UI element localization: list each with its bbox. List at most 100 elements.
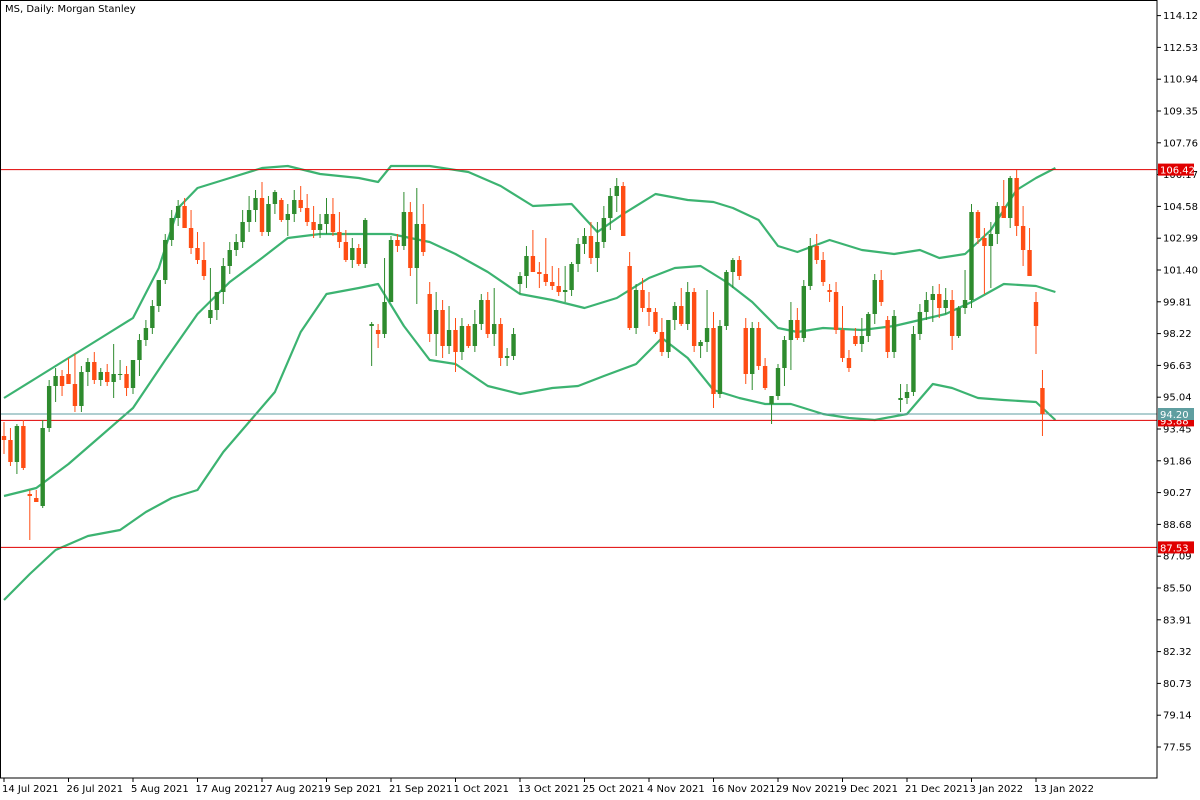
plot-frame xyxy=(0,0,1158,779)
candle-body xyxy=(614,186,619,196)
candle-body xyxy=(363,220,368,264)
candle-body xyxy=(891,316,897,352)
bollinger-lower-line xyxy=(3,282,1057,601)
y-tick-label: 99.81 xyxy=(1163,297,1192,308)
candle-body xyxy=(943,300,948,308)
y-tick-label: 96.63 xyxy=(1163,361,1192,372)
candle-body xyxy=(1027,250,1032,276)
candle-body xyxy=(846,358,852,368)
candle-body xyxy=(575,244,581,264)
candle-body xyxy=(285,214,290,220)
candle-body xyxy=(163,240,168,280)
level-tag-bg xyxy=(1158,163,1194,176)
candle-body xyxy=(343,242,349,260)
candle-body xyxy=(640,290,645,308)
candle-body xyxy=(27,494,32,496)
candle-body xyxy=(124,374,129,388)
candle-body xyxy=(498,324,503,358)
candle-body xyxy=(588,236,594,258)
candle-body xyxy=(975,212,981,238)
candle-body xyxy=(704,328,710,342)
candle-body xyxy=(608,196,613,218)
y-tick-label: 107.76 xyxy=(1163,138,1198,149)
candle-body xyxy=(279,200,284,220)
candle-body xyxy=(1001,206,1006,218)
candle-body xyxy=(272,192,278,204)
candle-body xyxy=(633,290,639,328)
candle-body xyxy=(517,276,523,284)
candle-body xyxy=(53,376,58,386)
candle-body xyxy=(8,440,13,462)
candle-body xyxy=(627,266,632,328)
candle-body xyxy=(453,330,458,352)
candle-body xyxy=(827,290,832,292)
x-tick-label: 4 Nov 2021 xyxy=(647,784,705,795)
candle-body xyxy=(911,334,916,392)
candle-body xyxy=(156,280,161,306)
candle-body xyxy=(401,212,407,246)
candle-body xyxy=(562,290,568,292)
candle-body xyxy=(646,308,652,312)
y-tick-label: 80.73 xyxy=(1163,679,1192,690)
candle-body xyxy=(724,272,729,326)
candle-body xyxy=(208,310,213,318)
y-tick-label: 82.32 xyxy=(1163,647,1192,658)
candle-body xyxy=(92,362,97,380)
candle-body xyxy=(111,374,116,382)
candle-body xyxy=(504,356,510,358)
candle-body xyxy=(324,214,329,224)
x-tick-label: 21 Sep 2021 xyxy=(389,784,452,795)
candle-body xyxy=(762,366,768,388)
candle-body xyxy=(40,428,45,506)
candle-body xyxy=(698,342,703,346)
candle-body xyxy=(859,336,865,344)
candle-body xyxy=(569,264,574,290)
candle-body xyxy=(433,310,439,334)
candle-body xyxy=(621,186,626,236)
candle-body xyxy=(105,372,110,382)
candle-body xyxy=(466,326,471,346)
candle-body xyxy=(72,384,78,406)
x-tick-label: 25 Oct 2021 xyxy=(583,784,645,795)
candle-body xyxy=(885,320,890,352)
candle-body xyxy=(814,246,819,260)
candle-body xyxy=(820,260,826,282)
candle-body xyxy=(750,328,755,374)
candle-body xyxy=(879,280,884,302)
candle-body xyxy=(543,274,548,282)
y-tick-label: 85.50 xyxy=(1163,584,1192,595)
candle-body xyxy=(311,222,316,230)
x-tick-label: 21 Dec 2021 xyxy=(905,784,969,795)
candle-body xyxy=(737,260,742,276)
candle-body xyxy=(872,280,877,314)
candle-body xyxy=(130,360,136,388)
x-tick-label: 27 Aug 2021 xyxy=(260,784,324,795)
x-tick-label: 13 Jan 2022 xyxy=(1034,784,1094,795)
x-tick-label: 5 Aug 2021 xyxy=(131,784,189,795)
candle-body xyxy=(949,300,955,336)
candle-body xyxy=(440,310,445,346)
candle-body xyxy=(169,218,174,240)
candle-body xyxy=(795,320,800,338)
candle-body xyxy=(995,206,1000,234)
candle-body xyxy=(98,372,103,380)
candles xyxy=(1,170,1045,540)
bollinger-bands xyxy=(3,164,1057,601)
candle-body xyxy=(79,372,84,406)
x-tick-label: 16 Nov 2021 xyxy=(712,784,776,795)
y-tick-label: 88.68 xyxy=(1163,520,1192,531)
candle-body xyxy=(240,222,245,242)
candle-body xyxy=(653,312,658,332)
candle-body xyxy=(1033,302,1039,326)
candle-body xyxy=(201,260,207,276)
candle-body xyxy=(930,294,935,300)
y-tick-label: 104.58 xyxy=(1163,202,1198,213)
candle-body xyxy=(356,248,361,264)
candle-body xyxy=(982,238,987,246)
candle-body xyxy=(659,332,665,352)
candle-body xyxy=(1020,226,1026,250)
candle-body xyxy=(666,320,671,352)
candle-body xyxy=(395,240,400,246)
candle-body xyxy=(253,198,258,210)
candle-body xyxy=(330,214,336,232)
